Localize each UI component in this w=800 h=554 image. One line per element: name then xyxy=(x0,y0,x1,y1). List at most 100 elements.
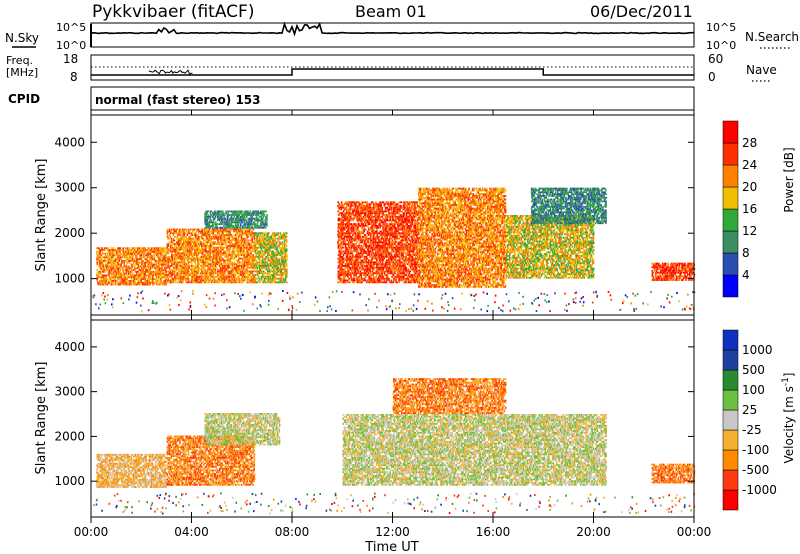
data-cell xyxy=(173,234,175,236)
data-cell xyxy=(141,262,143,264)
data-cell xyxy=(211,256,213,258)
data-cell xyxy=(187,274,189,276)
data-cell xyxy=(131,271,133,273)
data-cell xyxy=(218,281,220,283)
data-cell xyxy=(130,275,132,277)
data-cell xyxy=(197,265,199,267)
data-cell xyxy=(161,253,163,255)
data-cell xyxy=(114,255,116,257)
data-cell xyxy=(188,267,190,269)
data-cell xyxy=(115,258,117,260)
data-cell xyxy=(116,280,118,282)
data-cell xyxy=(187,234,189,236)
data-cell xyxy=(131,267,133,269)
data-cell xyxy=(207,274,209,276)
data-cell xyxy=(173,260,175,262)
data-cell xyxy=(135,276,137,278)
data-cell xyxy=(125,249,127,251)
data-cell xyxy=(225,241,227,243)
data-cell xyxy=(168,274,170,276)
data-cell xyxy=(230,231,232,233)
data-cell xyxy=(96,273,98,275)
data-cell xyxy=(226,240,228,242)
data-cell xyxy=(199,240,201,242)
data-cell xyxy=(168,245,170,247)
data-cell xyxy=(209,271,211,273)
data-cell xyxy=(227,271,229,273)
data-cell xyxy=(225,274,227,276)
data-cell xyxy=(107,284,109,286)
data-cell xyxy=(127,255,129,257)
data-cell xyxy=(117,262,119,264)
data-cell xyxy=(129,262,131,264)
data-cell xyxy=(115,280,117,282)
data-cell xyxy=(106,264,108,266)
data-cell xyxy=(220,265,222,267)
data-cell xyxy=(204,280,206,282)
data-cell xyxy=(214,261,216,263)
data-cell xyxy=(171,254,173,256)
data-cell xyxy=(232,274,234,276)
data-cell xyxy=(117,282,119,284)
data-cell xyxy=(187,232,189,234)
data-cell xyxy=(121,256,123,258)
data-cell xyxy=(113,253,115,255)
data-cell xyxy=(116,278,118,280)
data-cell xyxy=(152,276,154,278)
data-cell xyxy=(132,258,134,260)
data-cell xyxy=(198,247,200,249)
data-cell xyxy=(172,241,174,243)
data-cell xyxy=(170,232,172,234)
data-cell xyxy=(179,249,181,251)
data-cell xyxy=(200,251,202,253)
data-cell xyxy=(213,229,215,231)
data-cell xyxy=(193,231,195,233)
data-cell xyxy=(169,258,171,260)
freq-wiggle xyxy=(149,70,193,74)
data-cell xyxy=(219,280,221,282)
data-cell xyxy=(160,271,162,273)
data-cell xyxy=(197,254,199,256)
data-cell xyxy=(209,258,211,260)
data-cell xyxy=(230,256,232,258)
data-cell xyxy=(114,276,116,278)
data-cell xyxy=(156,282,158,284)
data-cell xyxy=(217,234,219,236)
data-cell xyxy=(229,243,231,245)
data-cell xyxy=(193,256,195,258)
data-cell xyxy=(222,280,224,282)
data-cell xyxy=(220,238,222,240)
data-cell xyxy=(202,271,204,273)
data-cell xyxy=(168,271,170,273)
data-cell xyxy=(219,241,221,243)
data-cell xyxy=(202,278,204,280)
power-heatmap xyxy=(92,188,695,313)
data-cell xyxy=(199,274,201,276)
data-cell xyxy=(220,252,222,254)
data-cell xyxy=(123,264,125,266)
data-cell xyxy=(170,236,172,238)
data-cell xyxy=(120,249,122,251)
data-cell xyxy=(220,258,222,260)
data-cell xyxy=(105,260,107,262)
data-cell xyxy=(140,266,142,268)
data-cell xyxy=(198,269,200,271)
data-cell xyxy=(203,265,205,267)
data-cell xyxy=(162,266,164,268)
data-cell xyxy=(185,229,187,231)
data-cell xyxy=(167,281,169,283)
data-cell xyxy=(177,229,179,231)
data-cell xyxy=(175,280,177,282)
data-cell xyxy=(126,260,128,262)
data-cell xyxy=(182,258,184,260)
station-title: Pykkvibaer (fitACF) xyxy=(92,2,254,22)
data-cell xyxy=(144,278,146,280)
data-cell xyxy=(150,267,152,269)
data-cell xyxy=(210,280,212,282)
data-cell xyxy=(229,271,231,273)
data-cell xyxy=(140,251,142,253)
data-cell xyxy=(191,243,193,245)
data-cell xyxy=(227,256,229,258)
data-cell xyxy=(226,252,228,254)
data-cell xyxy=(119,269,121,271)
